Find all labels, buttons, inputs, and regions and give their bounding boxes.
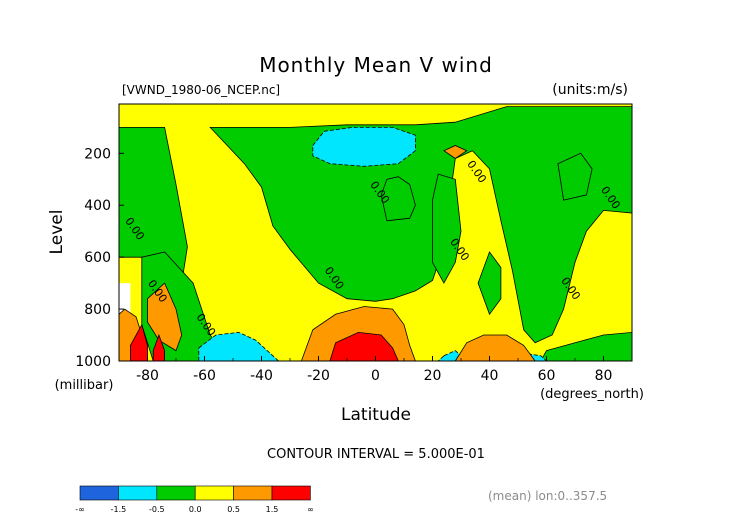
x-tick-label-2: -40: [250, 368, 273, 384]
contour-region-3: [380, 176, 416, 222]
x-tick-label-0: -80: [136, 368, 159, 384]
colorbar-level-label-2: -0.5: [149, 505, 165, 514]
contour-region-19: [152, 333, 166, 362]
y-axis-units: (millibar): [55, 378, 114, 393]
x-axis-label: Latitude: [341, 405, 411, 425]
contour-region-13: [147, 282, 183, 352]
units-label: (units:m/s): [552, 82, 628, 98]
y-tick-label-2: 600: [84, 250, 111, 266]
y-tick-label-4: 1000: [75, 354, 111, 370]
contour-region-18: [129, 323, 148, 362]
colorbar-level-label-3: 0.0: [189, 505, 202, 514]
plot-area: [118, 103, 633, 362]
x-tick-label-4: 0: [371, 368, 380, 384]
colorbar-level-label-0: -∞: [75, 505, 85, 514]
contour-region-10: [198, 331, 280, 362]
contour-interval-label: CONTOUR INTERVAL = 5.000E-01: [267, 447, 485, 462]
colorbar-swatch-0: [79, 485, 119, 501]
contour-region-2: [209, 106, 633, 344]
x-tick-label-5: 20: [424, 368, 442, 384]
chart-title: Monthly Mean V wind: [259, 53, 493, 77]
colorbar-level-label-6: ∞: [307, 505, 314, 514]
colorbar-level-label-5: 1.5: [266, 505, 279, 514]
contour-region-4: [432, 173, 462, 284]
contour-region-9: [312, 127, 416, 167]
contour-region-5: [477, 251, 502, 316]
x-tick-label-6: 40: [481, 368, 499, 384]
colorbar-swatch-3: [194, 485, 234, 501]
y-ticks: 200 400 600 800 1000: [75, 146, 124, 370]
x-tick-label-1: -60: [193, 368, 216, 384]
missing-data-region: [119, 283, 131, 317]
y-tick-label-0: 200: [84, 146, 111, 162]
colorbar-swatch-4: [233, 485, 273, 501]
x-tick-label-7: 60: [538, 368, 556, 384]
x-tick-label-3: -20: [307, 368, 330, 384]
x-tick-label-8: 80: [595, 368, 613, 384]
colorbar-swatch-1: [118, 485, 158, 501]
x-axis-units: (degrees_north): [540, 387, 644, 402]
contour-region-6: [557, 152, 593, 201]
colorbar: -∞ -1.5 -0.5 0.0 0.5 1.5 ∞: [75, 485, 314, 514]
y-tick-label-1: 400: [84, 198, 111, 214]
mean-lon-label: (mean) lon:0..357.5: [488, 489, 607, 503]
colorbar-swatch-5: [271, 485, 311, 501]
colorbar-level-label-1: -1.5: [111, 505, 127, 514]
y-tick-label-3: 800: [84, 302, 111, 318]
x-ticks: -80 -60 -40 -20 0 20 40 60 80: [118, 356, 633, 384]
contour-region-17: [443, 145, 468, 159]
colorbar-level-label-4: 0.5: [227, 505, 240, 514]
colorbar-swatch-2: [156, 485, 196, 501]
y-axis-label: Level: [47, 210, 67, 255]
contour-region-0: [118, 127, 188, 289]
file-label: [VWND_1980-06_NCEP.nc]: [122, 83, 280, 97]
